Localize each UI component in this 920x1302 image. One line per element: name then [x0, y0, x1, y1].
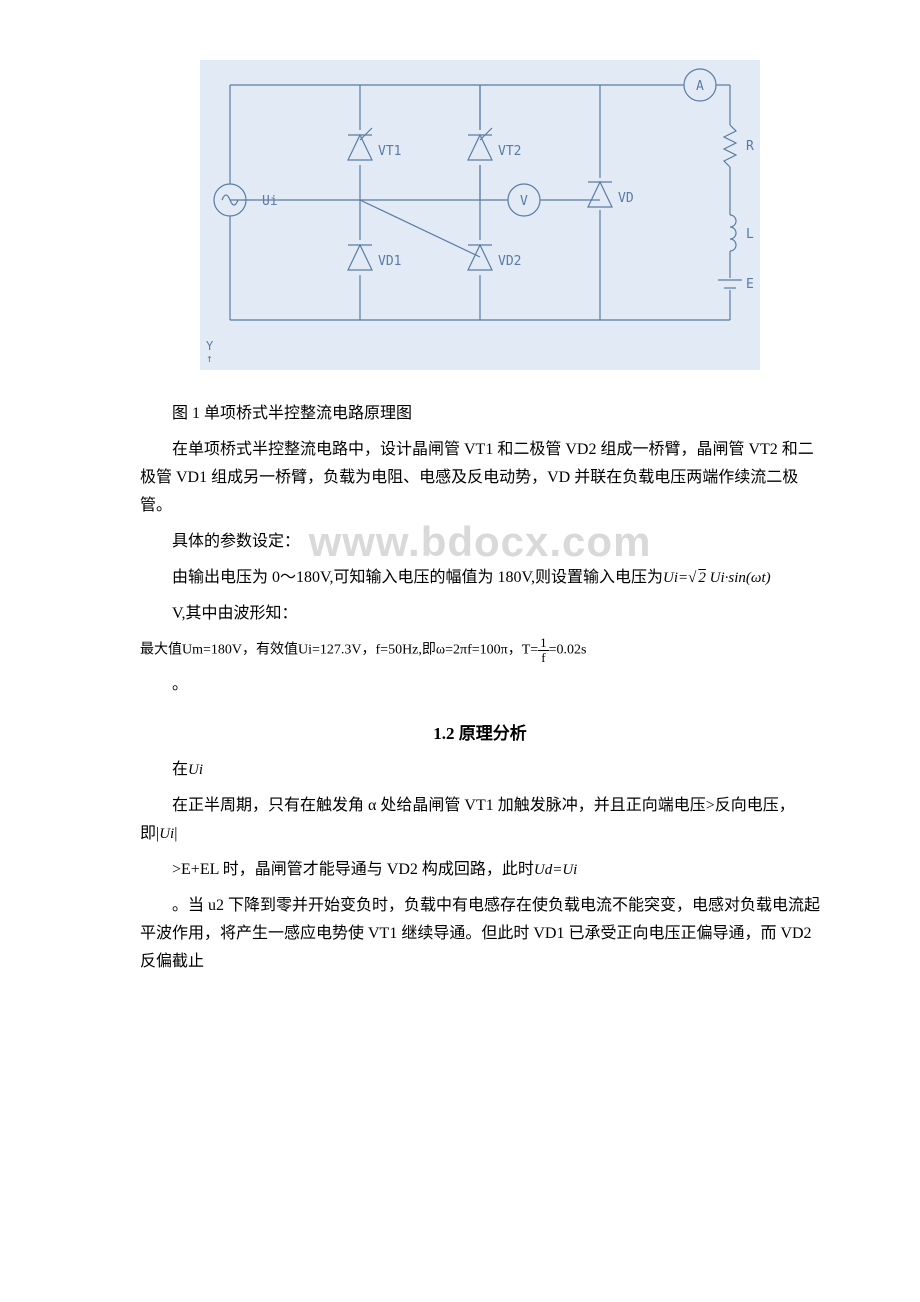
- para-5: 在Ui: [140, 756, 820, 784]
- p6-part1: 在正半周期，只有在触发角 α 处给晶闸管 VT1 加触发脉冲，并且正向端电压>反…: [140, 797, 795, 842]
- label-vd1: VD1: [378, 254, 401, 269]
- label-y: Y: [206, 339, 214, 353]
- para-8: 。当 u2 下降到零并开始变负时，负载中有电感存在使负载电流不能突变，电感对负载…: [140, 892, 820, 976]
- label-v: V: [520, 194, 528, 209]
- label-ui: Ui: [262, 194, 278, 209]
- circuit-diagram: Ui VT1 VT2: [200, 60, 760, 370]
- p7-math: Ud=Ui: [534, 862, 577, 878]
- para-2: 具体的参数设定：: [140, 528, 820, 556]
- label-vt1: VT1: [378, 144, 401, 159]
- p6-math: Ui: [159, 826, 174, 842]
- p6-part2: |: [174, 825, 177, 842]
- para-3-text: 由输出电压为 0～180V,可知输入电压的幅值为 180V,则设置输入电压为: [172, 569, 663, 586]
- label-vd2: VD2: [498, 254, 521, 269]
- label-marker: ↑: [206, 352, 213, 365]
- label-e: E: [746, 277, 754, 292]
- math2-right: =0.02s: [549, 643, 587, 658]
- math-line-params: 最大值Um=180V，有效值Ui=127.3V，f=50Hz,即ω=2πf=10…: [140, 636, 820, 665]
- math2-left: 最大值Um=180V，有效值Ui=127.3V，f=50Hz,即ω=2πf=10…: [140, 643, 538, 658]
- para-7: >E+EL 时，晶闸管才能导通与 VD2 构成回路，此时Ud=Ui: [140, 856, 820, 884]
- para-3: 由输出电压为 0～180V,可知输入电压的幅值为 180V,则设置输入电压为Ui…: [140, 564, 820, 592]
- para-6: 在正半周期，只有在触发角 α 处给晶闸管 VT1 加触发脉冲，并且正向端电压>反…: [140, 792, 820, 848]
- p5-math: Ui: [188, 762, 203, 778]
- label-r: R: [746, 139, 754, 154]
- frac-den: f: [538, 651, 549, 665]
- caption-fig1: 图 1 单项桥式半控整流电路原理图: [140, 400, 820, 428]
- frac-num: 1: [538, 636, 549, 651]
- label-vd: VD: [618, 191, 634, 206]
- label-a: A: [696, 79, 704, 94]
- punct-1: 。: [140, 671, 820, 699]
- math-ui-eq: Ui=√2 Ui·sin(ωt): [663, 570, 771, 586]
- p7-part1: >E+EL 时，晶闸管才能导通与 VD2 构成回路，此时: [172, 861, 534, 878]
- label-vt2: VT2: [498, 144, 521, 159]
- para-1: 在单项桥式半控整流电路中，设计晶闸管 VT1 和二极管 VD2 组成一桥臂，晶闸…: [140, 436, 820, 520]
- para-4: V,其中由波形知：: [140, 600, 820, 628]
- section-1-2-title: 1.2 原理分析: [140, 719, 820, 744]
- p5-prefix: 在: [172, 761, 188, 778]
- label-l: L: [746, 227, 754, 242]
